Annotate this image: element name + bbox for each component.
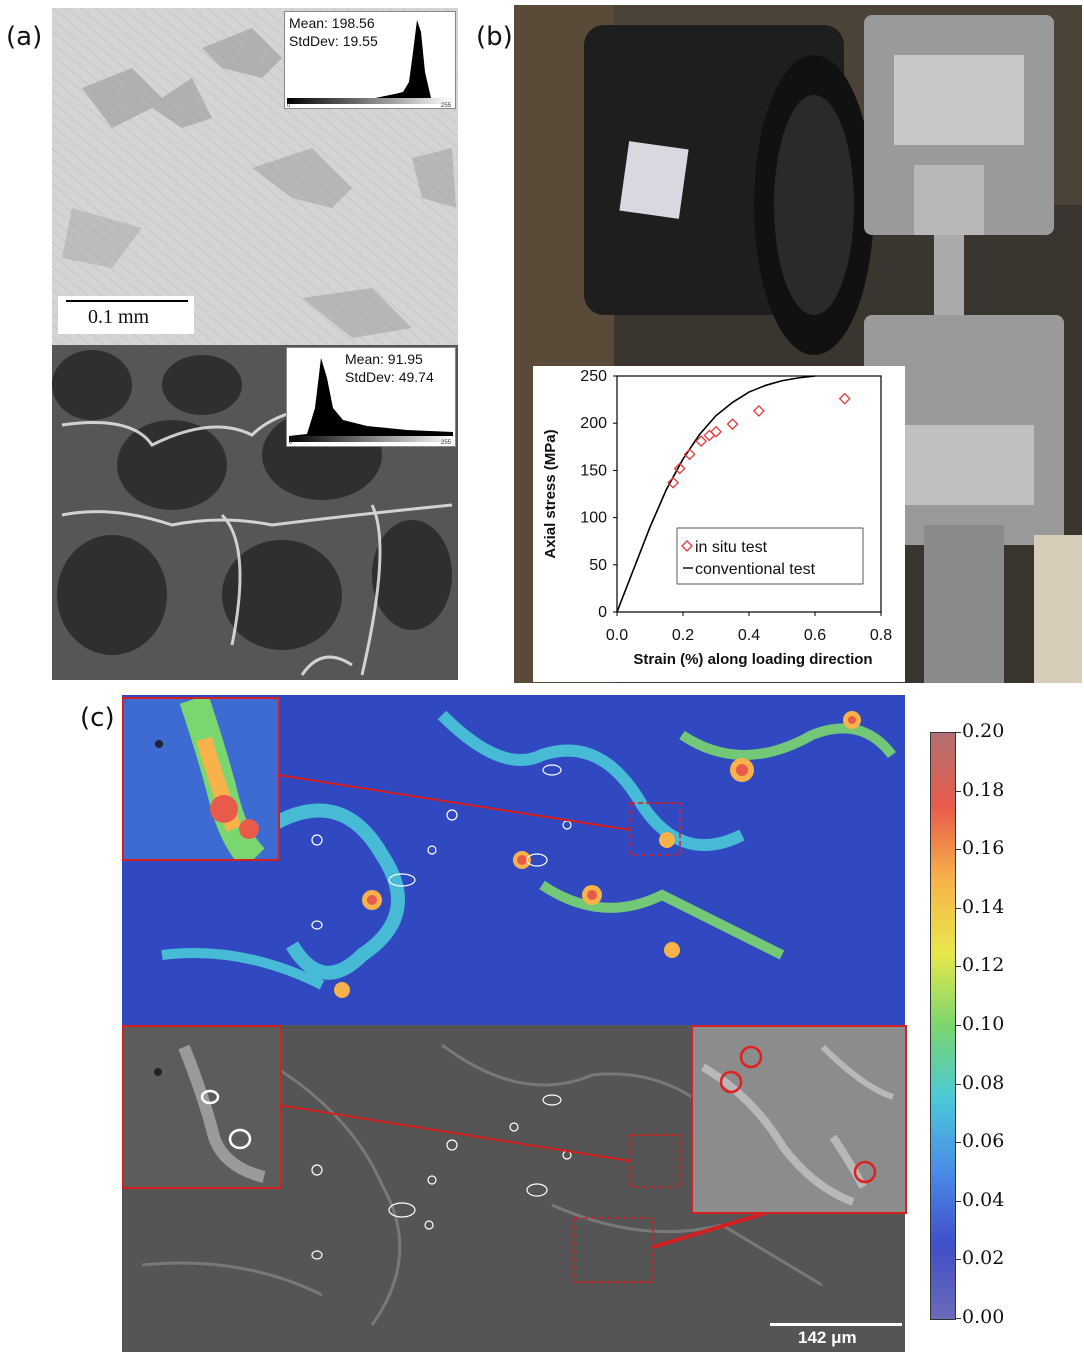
colorbar-tick-mark	[955, 966, 961, 968]
histogram-bottom-plot	[289, 358, 453, 442]
legend-in-situ-label: in situ test	[695, 539, 768, 556]
colorbar-tick-label: 0.12	[962, 954, 1005, 977]
x-tick-label: 0.6	[804, 627, 826, 644]
series-in-situ-point	[683, 448, 696, 461]
micrograph-bse-dark	[52, 345, 458, 680]
colorbar-tick-label: 0.00	[962, 1306, 1005, 1328]
y-tick-label: 200	[580, 415, 607, 432]
colorbar-tick-label: 0.06	[962, 1130, 1005, 1153]
y-tick-label: 250	[580, 368, 607, 385]
colorbar-tick-mark	[955, 732, 961, 733]
stress-strain-chart: 0 50 100 150 200 250 0.0 0.2 0.4 0.6 0.8 Strain (%)…	[533, 366, 905, 682]
colorbar-tick-label: 0.14	[962, 895, 1005, 918]
histogram-top: Mean: 198.56 StdDev: 19.55 0 255	[284, 11, 456, 109]
panel-b-label: (b)	[476, 22, 513, 52]
colorbar-tick-mark	[955, 1259, 961, 1261]
series-conventional-test-line	[616, 375, 816, 613]
micrograph-dark-texture	[52, 345, 458, 680]
histogram-bottom-stddev: StdDev: 49.74	[345, 369, 434, 385]
series-in-situ-point	[673, 462, 686, 475]
scale-bar-c-label: 142 μm	[798, 1328, 857, 1347]
x-axis-label: Strain (%) along loading direction	[633, 651, 872, 668]
colorbar-tick-mark	[955, 1318, 961, 1319]
y-tick-label: 100	[580, 510, 607, 527]
histogram-top-stddev: StdDev: 19.55	[289, 33, 378, 49]
histogram-bottom: Mean: 91.95 StdDev: 49.74 0 255	[286, 347, 456, 447]
colorbar-tick-label: 0.20	[962, 720, 1005, 742]
colorbar	[930, 732, 956, 1320]
colorbar-tick-label: 0.10	[962, 1013, 1005, 1035]
sem-zoom-inset-left	[122, 1025, 282, 1189]
histogram-top-plot	[287, 20, 453, 104]
y-axis-label: Axial stress (MPa)	[542, 429, 559, 558]
histogram-top-mean: Mean: 198.56	[289, 15, 375, 31]
colorbar-tick-label: 0.18	[962, 778, 1005, 801]
x-tick-label: 0.2	[672, 627, 694, 644]
histogram-top-max: 255	[441, 103, 452, 109]
series-in-situ-point	[667, 476, 680, 489]
panel-c-label: (c)	[80, 703, 115, 733]
y-tick-label: 50	[589, 557, 607, 574]
colorbar-tick-mark	[955, 849, 961, 851]
colorbar-tick-mark	[955, 1083, 961, 1085]
colorbar-tick-label: 0.16	[962, 837, 1005, 860]
colorbar-tick-mark	[955, 1200, 961, 1202]
strain-zoom-drawing	[124, 699, 278, 859]
colorbar-tick-mark	[955, 1025, 961, 1026]
colorbar-tick-label: 0.02	[962, 1247, 1005, 1270]
strain-inset-connector	[277, 774, 681, 856]
x-tick-label: 0.0	[606, 627, 628, 644]
colorbar-tick-mark	[955, 790, 961, 792]
series-in-situ-point	[838, 392, 851, 405]
scale-bar-c: 142 μm	[770, 1318, 902, 1352]
legend-in-situ-marker	[681, 540, 693, 552]
series-in-situ-point	[710, 425, 722, 438]
sem-zoom-inset-right	[691, 1025, 907, 1214]
x-tick-label: 0.8	[870, 627, 892, 644]
colorbar-gradient	[931, 733, 955, 1319]
series-in-situ-point	[752, 405, 765, 417]
scale-bar-a: 0.1 mm	[58, 296, 194, 334]
scale-bar-a-line	[66, 300, 188, 302]
sem-zoom-left-drawing	[124, 1027, 280, 1187]
legend-conventional-label: conventional test	[695, 561, 816, 578]
colorbar-tick-mark	[955, 907, 961, 909]
series-in-situ-point	[695, 435, 708, 448]
colorbar-tick-label: 0.04	[962, 1188, 1005, 1211]
y-tick-label: 0	[598, 604, 607, 621]
histogram-bottom-max: 255	[441, 440, 452, 446]
colorbar-tick-mark	[955, 1142, 961, 1144]
x-tick-label: 0.4	[738, 627, 760, 644]
photo-test-rig-drawing	[514, 5, 1082, 683]
legend-box	[676, 527, 864, 585]
colorbar-tick-label: 0.08	[962, 1071, 1005, 1094]
scale-bar-c-line	[770, 1323, 902, 1326]
strain-map-zoom-inset	[122, 697, 280, 861]
chart-svg: 0 50 100 150 200 250 0.0 0.2 0.4 0.6 0.8 Strain (%)…	[542, 368, 892, 668]
y-tick-label: 150	[580, 462, 607, 479]
histogram-top-min: 0	[287, 103, 291, 109]
histogram-bottom-mean: Mean: 91.95	[345, 351, 423, 367]
histogram-bottom-min: 0	[289, 440, 293, 446]
scale-bar-a-label: 0.1 mm	[88, 306, 150, 328]
sem-zoom-right-drawing	[693, 1027, 905, 1212]
panel-a-label: (a)	[6, 22, 43, 52]
series-in-situ-point	[726, 418, 739, 431]
